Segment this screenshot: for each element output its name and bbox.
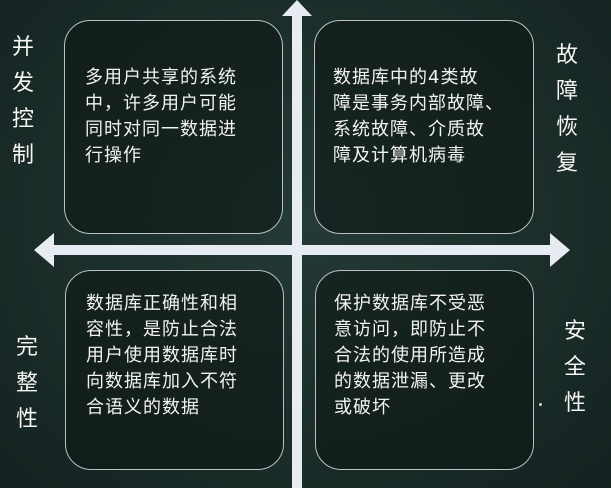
horizontal-axis bbox=[34, 233, 570, 267]
integrity-description-box: 数据库正确性和相 容性，是防止合法 用户使用数据库时 向数据库加入不符 合语义的… bbox=[65, 270, 284, 470]
concurrency-label: 并发控制 bbox=[11, 35, 34, 168]
security-label: 安全性 bbox=[563, 319, 586, 416]
integrity-label: 完整性 bbox=[15, 335, 38, 432]
vertical-axis bbox=[282, 0, 312, 488]
recovery-description-box: 数据库中的4类故 障是事务内部故障、 系统故障、介质故 障及计算机病毒 bbox=[314, 20, 534, 234]
recovery-description: 数据库中的4类故 障是事务内部故障、 系统故障、介质故 障及计算机病毒 bbox=[333, 67, 504, 166]
up-arrow-head bbox=[282, 0, 312, 16]
recovery-label: 故障恢复 bbox=[555, 43, 578, 176]
decorative-dot bbox=[539, 403, 542, 406]
concurrency-description-box: 多用户共享的系统 中，许多用户可能 同时对同一数据进 行操作 bbox=[64, 20, 283, 234]
security-description: 保护数据库不受恶 意访问，即防止不 合法的使用所造成 的数据泄漏、更改 或破坏 bbox=[334, 293, 486, 418]
integrity-description: 数据库正确性和相 容性，是防止合法 用户使用数据库时 向数据库加入不符 合语义的… bbox=[86, 293, 238, 418]
security-description-box: 保护数据库不受恶 意访问，即防止不 合法的使用所造成 的数据泄漏、更改 或破坏 bbox=[315, 270, 534, 470]
right-arrow-head bbox=[550, 233, 570, 267]
left-arrow-head bbox=[34, 233, 54, 267]
concurrency-description: 多用户共享的系统 中，许多用户可能 同时对同一数据进 行操作 bbox=[85, 67, 237, 166]
